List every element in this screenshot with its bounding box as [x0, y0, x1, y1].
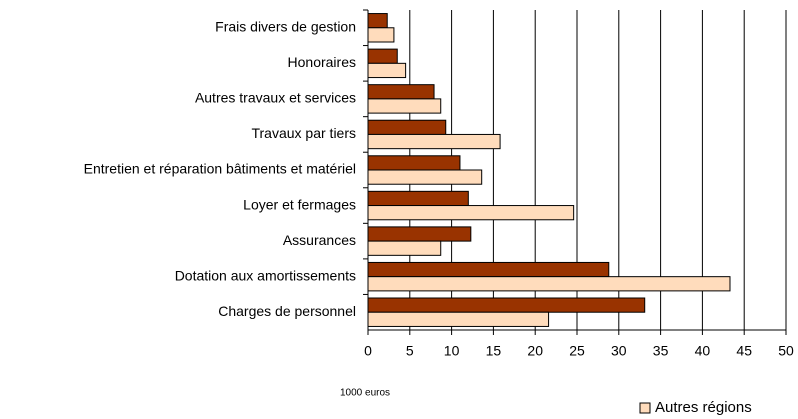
x-tick-label: 45	[736, 343, 752, 359]
y-tick-label: Charges de personnel	[218, 303, 356, 319]
bar	[367, 240, 442, 256]
bar	[367, 48, 398, 64]
bar	[367, 27, 395, 43]
bar	[367, 98, 442, 114]
x-axis-label: 1000 euros	[340, 388, 390, 399]
bar	[367, 84, 435, 100]
bar	[367, 205, 575, 221]
bar	[367, 62, 407, 79]
x-tick-label: 10	[444, 343, 460, 359]
y-tick-label: Assurances	[283, 232, 356, 248]
y-tick-label: Frais divers de gestion	[215, 18, 356, 34]
bar	[367, 226, 472, 242]
legend-swatch	[639, 402, 651, 414]
legend-label: Autres régions	[655, 399, 752, 416]
x-tick-label: 0	[364, 343, 372, 359]
bar	[367, 261, 610, 278]
x-tick-label: 5	[406, 343, 414, 359]
bar	[367, 190, 469, 207]
bar	[367, 297, 646, 313]
x-tick-label: 25	[569, 343, 585, 359]
y-tick-label: Honoraires	[288, 54, 356, 70]
bar	[367, 169, 483, 185]
x-tick-label: 40	[695, 343, 711, 359]
x-tick-label: 20	[527, 343, 543, 359]
y-tick-label: Dotation aux amortissements	[175, 267, 356, 283]
bar	[367, 276, 731, 292]
x-tick-label: 50	[778, 343, 794, 359]
y-tick-label: Loyer et fermages	[243, 196, 356, 212]
y-tick-label: Autres travaux et services	[195, 90, 356, 106]
y-tick-label: Entretien et réparation bâtiments et mat…	[84, 161, 356, 177]
bar	[367, 13, 388, 29]
bar	[367, 133, 501, 150]
bar	[367, 311, 550, 327]
bar	[367, 155, 461, 171]
x-tick-label: 35	[653, 343, 669, 359]
x-tick-label: 30	[611, 343, 627, 359]
x-tick-label: 15	[486, 343, 502, 359]
bar	[367, 119, 447, 135]
y-tick-label: Travaux par tiers	[251, 125, 356, 141]
